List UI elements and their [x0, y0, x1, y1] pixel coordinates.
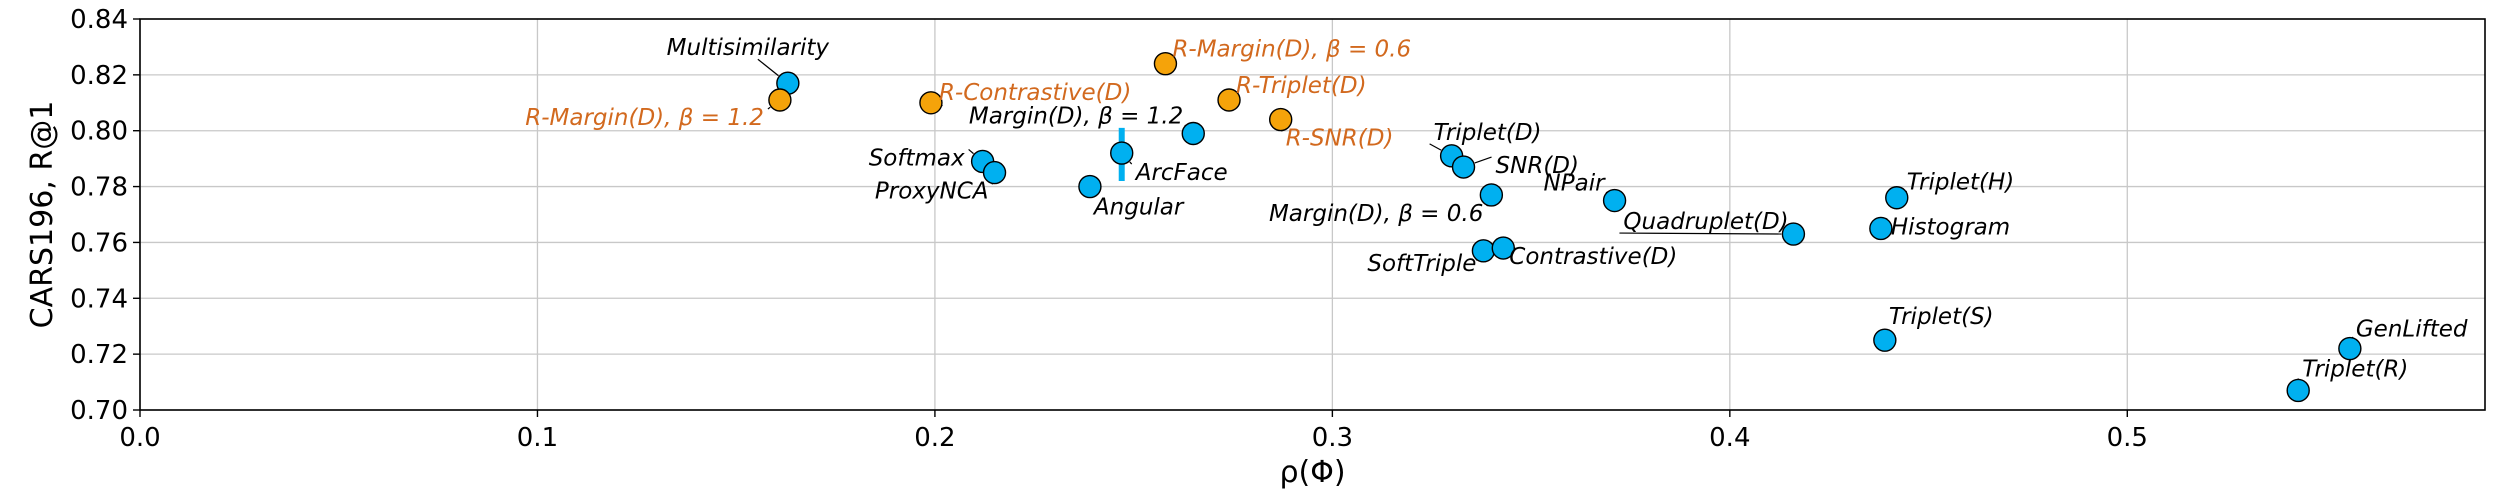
point-r-snr-d	[1269, 107, 1293, 132]
x-tick-label: 0.0	[119, 423, 160, 453]
label-softmax: Softmax	[869, 145, 965, 171]
arrow-multisimilarity	[757, 58, 779, 77]
axis-ticks: 0.0 0.1 0.2 0.3 0.4 0.5 0.70 0.72 0.74 0.76 0.78 0.…	[70, 5, 2148, 453]
label-proxynca: ProxyNCA	[875, 179, 989, 205]
y-tick-label: 0.84	[70, 5, 128, 35]
x-tick-label: 0.2	[914, 423, 955, 453]
x-tick-label: 0.4	[1709, 423, 1750, 453]
label-multisimilarity: Multisimilarity	[667, 35, 830, 61]
point-triplet-r	[2286, 378, 2310, 403]
label-genlifted: GenLifted	[2356, 317, 2468, 343]
label-triplet-r: Triplet(R)	[2302, 356, 2408, 382]
data-points	[768, 51, 2362, 403]
label-arcface: ArcFace	[1134, 160, 1228, 186]
point-proxynca	[982, 160, 1007, 185]
arrow-arcface	[1129, 161, 1133, 165]
label-margin-d-1-2: Margin(D), β = 1.2	[969, 104, 1183, 130]
label-npair: NPair	[1544, 171, 1607, 197]
y-tick-label: 0.72	[70, 340, 128, 370]
arrow-softmax	[968, 148, 974, 155]
y-tick-label: 0.74	[70, 284, 128, 314]
x-axis-title: ρ(Φ)	[1279, 455, 1345, 490]
arrow-snr-d	[1474, 156, 1492, 164]
y-tick-label: 0.80	[70, 117, 128, 147]
label-r-margin-d-1-2: R-Margin(D), β = 1.2	[525, 105, 764, 131]
arrow-triplet-d	[1429, 143, 1442, 151]
point-r-margin-d-1-2	[768, 88, 792, 112]
point-labels: Multisimilarity R-Margin(D), β = 1.2 R-Con…	[525, 35, 2468, 382]
point-histogram	[1869, 216, 1893, 241]
point-margin-d-1-2	[1181, 121, 1205, 146]
label-quadruplet-d: Quadruplet(D)	[1623, 209, 1788, 235]
label-triplet-d: Triplet(D)	[1434, 120, 1542, 146]
point-arcface	[1110, 141, 1134, 165]
point-margin-d-0-6	[1479, 183, 1504, 207]
label-margin-d-0-6: Margin(D), β = 0.6	[1269, 201, 1483, 227]
y-tick-label: 0.78	[70, 173, 128, 203]
y-axis-title: CARS196, R@1	[25, 101, 60, 329]
point-r-margin-d-0-6	[1153, 51, 1178, 76]
point-triplet-h	[1885, 186, 1909, 210]
point-snr-d	[1451, 155, 1476, 179]
y-tick-label: 0.76	[70, 228, 128, 258]
label-histogram: Histogram	[1891, 214, 2010, 240]
point-quadruplet-d	[1781, 222, 1806, 246]
label-contrastive-d: Contrastive(D)	[1509, 244, 1677, 270]
label-snr-d: SNR(D)	[1496, 153, 1579, 179]
label-r-margin-d-0-6: R-Margin(D), β = 0.6	[1172, 37, 1411, 63]
point-angular	[1078, 174, 1102, 199]
x-tick-label: 0.5	[2107, 423, 2148, 453]
arrow-quadruplet-d	[1619, 232, 1782, 235]
x-tick-label: 0.1	[517, 423, 558, 453]
label-angular: Angular	[1092, 195, 1185, 221]
point-contrastive-d	[1491, 236, 1515, 260]
label-triplet-s: Triplet(S)	[1889, 304, 1994, 330]
y-tick-label: 0.70	[70, 396, 128, 426]
label-r-triplet-d: R-Triplet(D)	[1236, 73, 1367, 99]
point-r-contrastive-d	[919, 91, 943, 115]
point-npair	[1602, 188, 1627, 213]
label-r-contrastive-d: R-Contrastive(D)	[939, 80, 1131, 106]
y-tick-label: 0.82	[70, 61, 128, 91]
label-triplet-h: Triplet(H)	[1907, 170, 2015, 196]
point-triplet-s	[1873, 328, 1897, 352]
point-genlifted	[2338, 336, 2362, 361]
label-r-snr-d: R-SNR(D)	[1286, 126, 1394, 152]
point-r-triplet-d	[1217, 88, 1241, 112]
label-softtriple: SoftTriple	[1367, 251, 1476, 277]
x-tick-label: 0.3	[1312, 423, 1353, 453]
arrow-r-margin-d-1-2	[767, 106, 771, 110]
plot-frame	[139, 18, 2486, 411]
